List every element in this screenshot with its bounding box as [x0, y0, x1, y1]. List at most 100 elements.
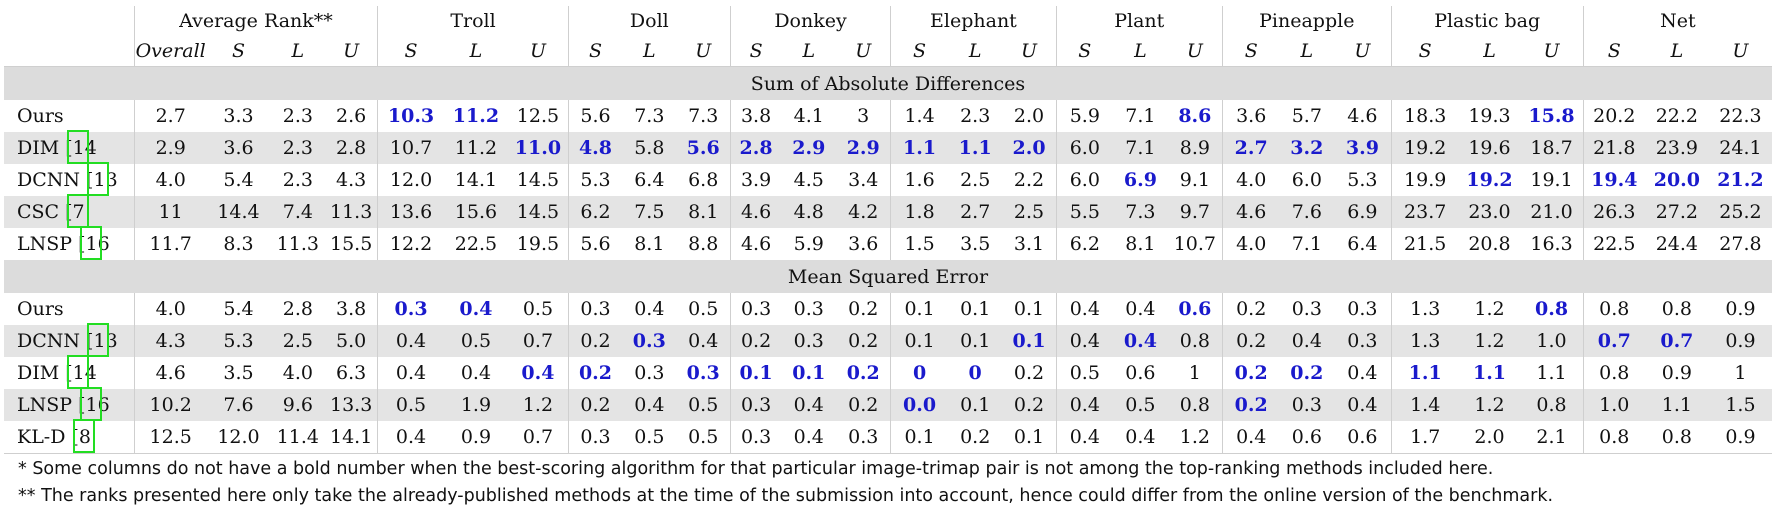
table-cell: 21.0: [1520, 196, 1584, 228]
table-cell: 19.5: [516, 233, 560, 255]
table-cell: 0.4: [1347, 362, 1378, 384]
table-cell: 7.6: [1279, 196, 1335, 228]
header-corner: [4, 36, 135, 67]
table-cell: 11: [133, 196, 207, 228]
table-cell: 2.0: [1458, 421, 1521, 454]
table-cell: 21.8: [1582, 132, 1645, 164]
table-cell: 19.9: [1390, 164, 1459, 196]
table-cell: 5.6: [676, 132, 731, 164]
highlight-box: [79, 226, 102, 260]
section-header-row: Sum of Absolute Differences: [4, 66, 1772, 100]
table-cell: 11.4: [270, 421, 326, 454]
table-cell: 22.5: [454, 233, 498, 255]
table-cell: 0.6: [1178, 298, 1212, 320]
table-cell: 0.3: [621, 325, 677, 357]
table-cell: 0.1: [1013, 298, 1045, 320]
table-cell: 7.3: [1113, 196, 1168, 228]
table-cell: 0.1: [792, 362, 826, 384]
table-cell: 10.2: [133, 389, 207, 421]
subcolumn-header: L: [1458, 36, 1521, 67]
table-cell: 2.7: [1221, 132, 1280, 164]
table-cell: 1: [1734, 362, 1747, 384]
table-cell: 0.3: [1279, 389, 1335, 421]
subcolumn-header: L: [947, 36, 1003, 67]
table-cell: 23.9: [1644, 132, 1709, 164]
table-cell: 3.8: [336, 298, 367, 320]
table-cell: 0.4: [621, 389, 677, 421]
table-row: LNSP [16 10.2 7.6 9.6 13.3 0.5 1.9 1.2 0.2 0.4 0.5…: [4, 387, 1772, 421]
citation-ref: 8: [72, 419, 95, 453]
highlight-box: [87, 323, 110, 357]
table-cell: 0.5: [676, 389, 731, 421]
table-cell: 3.9: [729, 164, 782, 196]
table-cell: 8.8: [688, 233, 719, 255]
method-name: DCNN [13: [4, 162, 134, 196]
table-cell: 0: [890, 357, 948, 389]
subcolumn-header: L: [1113, 36, 1168, 67]
table-cell: 22.5: [1582, 228, 1645, 260]
table-cell: 0.9: [1708, 325, 1772, 357]
table-row: DIM [14 2.9 3.6 2.3 2.8 10.7 11.2 11.0 4.8 5.8 5.6…: [4, 130, 1772, 164]
subcolumn-header: U: [325, 36, 378, 67]
table-cell: 0.1: [947, 389, 1003, 421]
method-label: LNSP [: [17, 394, 86, 416]
method-name: LNSP [16: [4, 226, 134, 260]
table-cell: 6.9: [1334, 196, 1392, 228]
table-cell: 0.4: [781, 421, 837, 454]
table-cell: 0.2: [1221, 389, 1280, 421]
table-row: LNSP [16 11.7 8.3 11.3 15.5 12.2 22.5 19.5 5.6 8.…: [4, 226, 1772, 260]
table-cell: 0.2: [1221, 357, 1280, 389]
group-header: Donkey: [729, 6, 891, 36]
table-cell: 13.6: [377, 196, 444, 228]
method-name: DIM [14: [4, 130, 135, 164]
table-cell: 1.2: [1167, 421, 1223, 454]
table-cell: 6.8: [688, 169, 719, 191]
subcolumn-header: S: [1582, 36, 1645, 67]
table-cell: 5.4: [223, 298, 254, 320]
table-cell: 1.8: [890, 196, 948, 228]
table-cell: 2.7: [133, 100, 207, 132]
table-cell: 19.6: [1458, 132, 1521, 164]
table-cell: 4.1: [793, 105, 824, 127]
table-cell: 0.3: [377, 293, 444, 325]
table-cell: 4.0: [1221, 228, 1280, 260]
table-cell: 0.5: [676, 421, 731, 454]
table-cell: 0.4: [460, 362, 492, 384]
table-cell: 1.6: [890, 164, 948, 196]
table-cell: 7.6: [206, 389, 271, 421]
subcolumn-header: S: [1055, 36, 1114, 67]
subcolumn-header: S: [377, 36, 444, 67]
footnote-1: * Some columns do not have a bold number…: [18, 459, 1494, 479]
table-cell: 0.5: [1113, 389, 1168, 421]
table-cell: 6.3: [336, 362, 367, 384]
table-cell: 1.4: [890, 100, 948, 132]
table-cell: 20.0: [1653, 169, 1701, 191]
subcolumn-header: S: [890, 36, 948, 67]
table-cell: 1.5: [890, 228, 948, 260]
table-cell: 4.6: [729, 196, 782, 228]
table-cell: 8.1: [634, 233, 665, 255]
method-label: DIM [: [17, 362, 73, 384]
table-cell: 14.1: [325, 421, 378, 454]
table-cell: 1.4: [1390, 389, 1459, 421]
subcolumn-header: L: [443, 36, 508, 67]
table-cell: 0.3: [1334, 325, 1392, 357]
table-cell: 21.5: [1390, 228, 1459, 260]
citation-ref: 7: [66, 194, 89, 228]
table-cell: 4.0: [133, 293, 207, 325]
method-name: LNSP [16: [4, 387, 135, 421]
table-cell: 0.3: [686, 362, 720, 384]
table-cell: 1.3: [1390, 293, 1459, 325]
table-cell: 0.2: [1221, 293, 1280, 325]
table-cell: 6.9: [1123, 169, 1157, 191]
highlight-box: [79, 387, 102, 421]
table-cell: 2.9: [836, 132, 891, 164]
table-cell: 0.8: [1167, 325, 1223, 357]
table-cell: 0.2: [1290, 362, 1324, 384]
table-cell: 3.6: [206, 132, 271, 164]
table-cell: 2.3: [282, 105, 313, 127]
table-cell: 1.2: [1458, 389, 1521, 421]
table-cell: 12.2: [377, 228, 444, 260]
table-cell: 0.2: [1221, 325, 1280, 357]
table-cell: 5.6: [567, 228, 622, 260]
